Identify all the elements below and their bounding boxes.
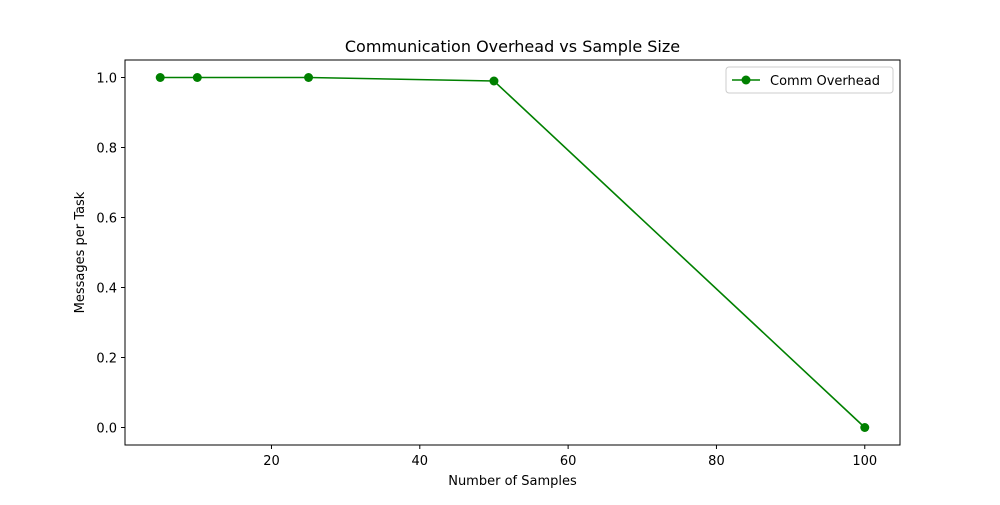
- data-point: [192, 73, 202, 82]
- x-axis-label: Number of Samples: [448, 474, 577, 489]
- x-tick-label: 40: [412, 454, 429, 469]
- x-tick-label: 60: [560, 454, 577, 469]
- plot-frame: [124, 59, 901, 446]
- data-point: [489, 76, 499, 86]
- y-tick-label: 0.2: [96, 352, 117, 367]
- x-axis-ticks: 20 40 60 80 100: [263, 445, 877, 469]
- series-layer: [155, 73, 870, 432]
- legend-label: Comm Overhead: [770, 74, 880, 89]
- y-axis-ticks: 0.0 0.2 0.4 0.6 0.8 1.0: [96, 72, 125, 437]
- y-axis-label: Messages per Task: [73, 191, 88, 313]
- x-tick-label: 80: [708, 454, 725, 469]
- y-tick-label: 0.8: [96, 142, 117, 157]
- legend-marker-swatch: [741, 75, 751, 85]
- plot-area: [124, 59, 901, 446]
- legend: Comm Overhead: [725, 66, 894, 94]
- y-tick-label: 0.4: [96, 282, 117, 297]
- y-tick-label: 0.6: [96, 212, 117, 227]
- data-point: [155, 73, 165, 82]
- data-point: [304, 73, 314, 82]
- y-tick-label: 0.0: [96, 422, 117, 437]
- y-tick-label: 1.0: [96, 72, 117, 87]
- x-tick-label: 20: [263, 454, 280, 469]
- legend-box: [725, 66, 894, 94]
- chart-title: Communication Overhead vs Sample Size: [345, 37, 680, 56]
- data-point: [860, 423, 870, 432]
- x-tick-label: 100: [852, 454, 877, 469]
